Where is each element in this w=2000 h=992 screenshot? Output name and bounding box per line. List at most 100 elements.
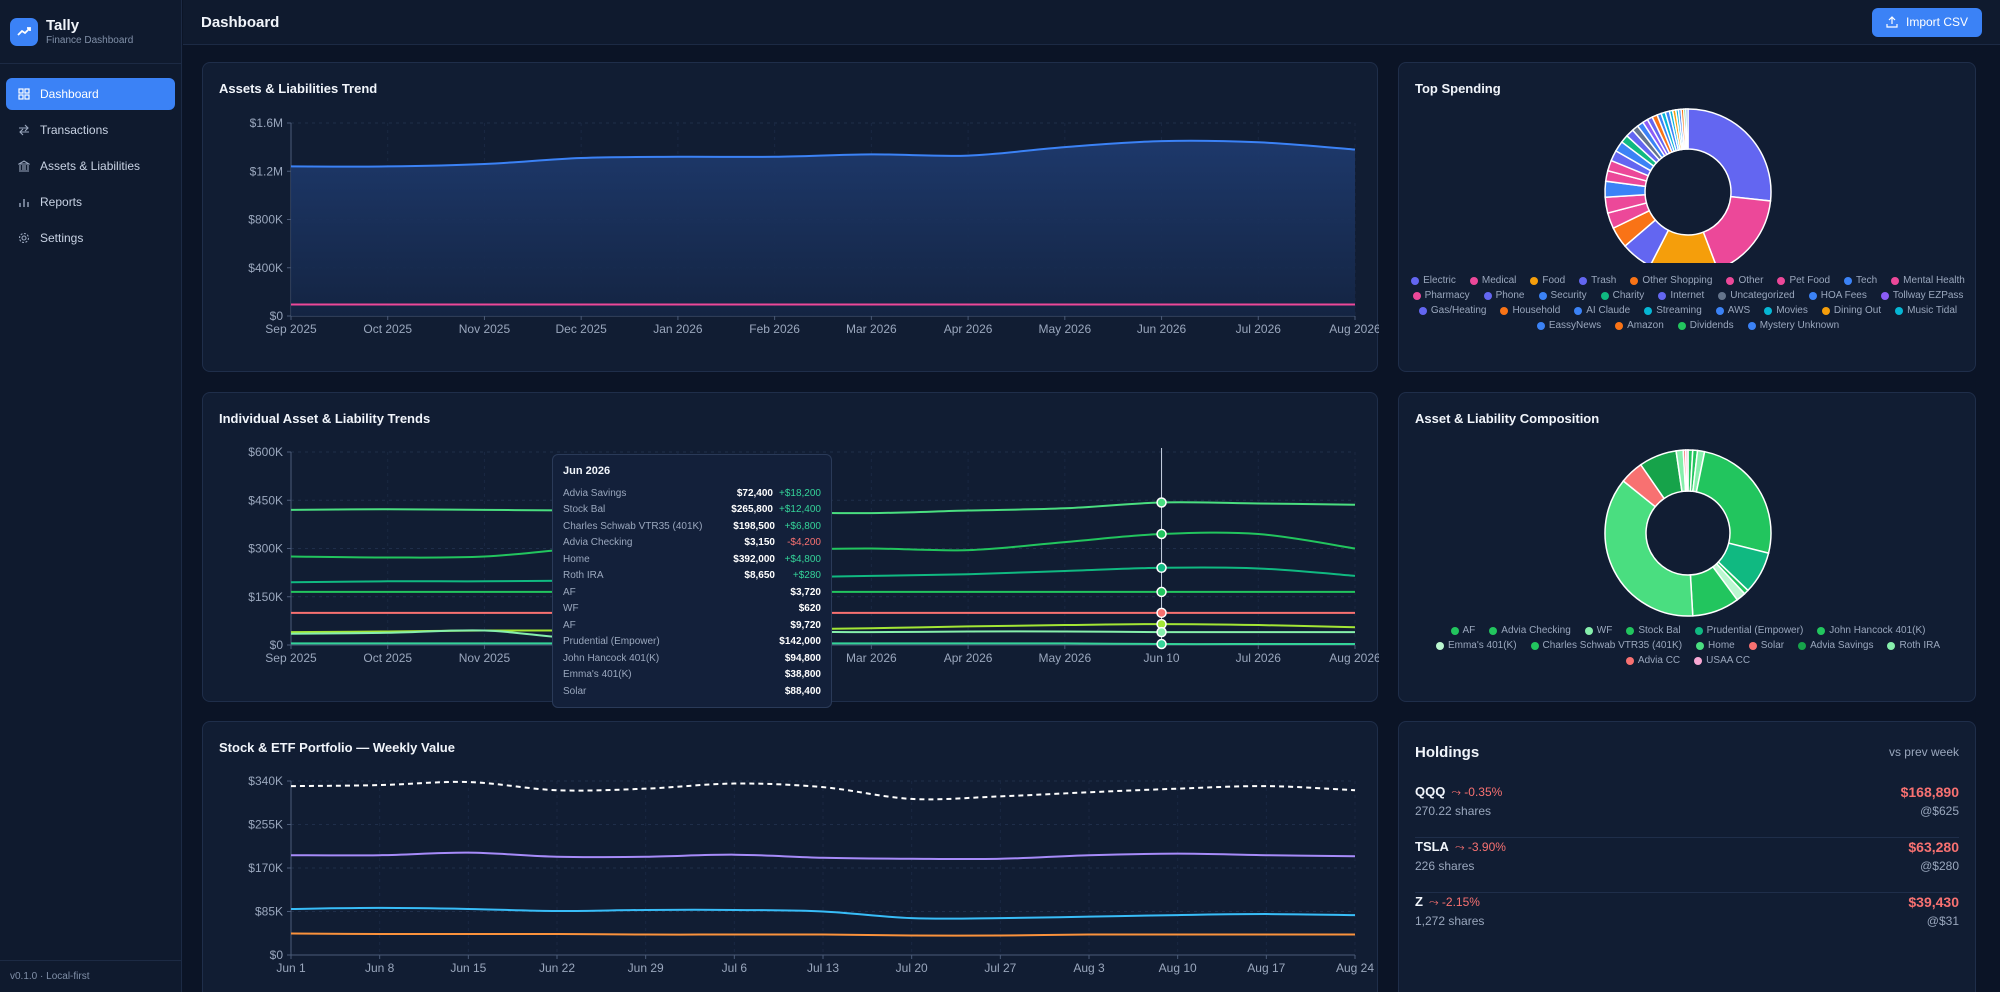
legend-item[interactable]: John Hancock 401(K)	[1817, 625, 1925, 636]
x-tick-label: Nov 2025	[459, 322, 511, 336]
legend-swatch	[1536, 321, 1545, 330]
tooltip-row: Roth IRA $8,650 +$280	[563, 568, 821, 585]
legend-item[interactable]: USAA CC	[1694, 655, 1750, 666]
legend-item[interactable]: WF	[1584, 625, 1612, 636]
y-tick-label: $0	[270, 948, 284, 962]
legend-item[interactable]: AI Claude	[1574, 305, 1630, 316]
legend-item[interactable]: Internet	[1658, 290, 1704, 301]
legend-item[interactable]: Dividends	[1677, 320, 1734, 331]
legend-item[interactable]: Charles Schwab VTR35 (401K)	[1530, 640, 1682, 651]
legend-item[interactable]: Emma's 401(K)	[1435, 640, 1517, 651]
legend-item[interactable]: Other	[1726, 275, 1763, 286]
legend-item[interactable]: Pharmacy	[1412, 290, 1470, 301]
legend-swatch	[1844, 276, 1853, 285]
spending-donut-chart[interactable]	[1399, 63, 1977, 263]
legend-label: HOA Fees	[1820, 290, 1867, 301]
sidebar-item-reports[interactable]: Reports	[6, 186, 175, 218]
legend-swatch	[1469, 276, 1478, 285]
legend-item[interactable]: Solar	[1748, 640, 1785, 651]
tooltip-row-label: Emma's 401(K)	[563, 669, 632, 681]
tooltip-row-value: $620	[798, 603, 821, 615]
tooltip-row-values: $3,720	[790, 587, 821, 598]
legend-item[interactable]: Movies	[1764, 305, 1808, 316]
x-tick-label: Jul 20	[896, 961, 928, 975]
holding-row[interactable]: TSLA ⤳ -3.90% 226 shares $63,280 @$280	[1415, 839, 1959, 893]
legend-item[interactable]: Other Shopping	[1630, 275, 1712, 286]
legend-item[interactable]: Tollway EZPass	[1880, 290, 1964, 301]
tooltip-row-value: $94,800	[784, 652, 821, 664]
legend-item[interactable]: Streaming	[1644, 305, 1702, 316]
legend-item[interactable]: Music Tidal	[1895, 305, 1957, 316]
portfolio-chart[interactable]: $0 $85K $170K $255K $340K Jun 1 Jun 8 Jun 15 Jun…	[203, 722, 1379, 992]
holding-price: @$31	[1926, 914, 1959, 928]
legend-item[interactable]: Amazon	[1615, 320, 1664, 331]
legend-swatch	[1483, 291, 1492, 300]
legend-item[interactable]: Medical	[1469, 275, 1516, 286]
x-tick-label: Dec 2025	[555, 322, 607, 336]
holding-symbol: TSLA	[1415, 839, 1449, 854]
import-csv-button[interactable]: Import CSV	[1871, 7, 1982, 37]
holding-row[interactable]: QQQ ⤳ -0.35% 270.22 shares $168,890 @$625	[1415, 784, 1959, 838]
holding-change: ⤳ -0.35%	[1451, 785, 1502, 799]
trend-logo-icon	[10, 17, 38, 46]
donut-slice	[1702, 195, 1772, 263]
legend-label: Movies	[1776, 305, 1808, 316]
legend-swatch	[1817, 626, 1826, 635]
legend-item[interactable]: Advia Checking	[1489, 625, 1571, 636]
tooltip-row: Stock Bal $265,800 +$12,400	[563, 502, 821, 519]
legend-item[interactable]: Charity	[1600, 290, 1644, 301]
legend-item[interactable]: Food	[1530, 275, 1565, 286]
donut-slice	[1695, 450, 1772, 555]
top-header: Dashboard Import CSV	[183, 0, 2000, 45]
bar-chart-icon	[16, 194, 32, 210]
legend-swatch	[1579, 276, 1588, 285]
legend-item[interactable]: Prudential (Empower)	[1694, 625, 1803, 636]
holding-symbol-line: QQQ ⤳ -0.35%	[1415, 784, 1502, 800]
legend-item[interactable]: HOA Fees	[1808, 290, 1867, 301]
legend-label: Home	[1708, 640, 1735, 651]
holding-row[interactable]: Z ⤳ -2.15% 1,272 shares $39,430 @$31	[1415, 894, 1959, 948]
legend-item[interactable]: Stock Bal	[1626, 625, 1681, 636]
sidebar-item-dashboard[interactable]: Dashboard	[6, 78, 175, 110]
legend-label: USAA CC	[1706, 655, 1751, 666]
legend-item[interactable]: Trash	[1579, 275, 1616, 286]
legend-item[interactable]: Advia CC	[1625, 655, 1680, 666]
sidebar-item-settings[interactable]: Settings	[6, 222, 175, 254]
holding-shares: 270.22 shares	[1415, 804, 1492, 818]
legend-label: Food	[1542, 275, 1566, 286]
legend-item[interactable]: Tech	[1844, 275, 1877, 286]
legend-item[interactable]: Gas/Heating	[1418, 305, 1486, 316]
legend-label: Solar	[1760, 640, 1785, 651]
sidebar-item-label: Dashboard	[40, 87, 99, 101]
trend-chart[interactable]: $0 $400K $800K $1.2M $1.6M Sep 2025 Oct 2025 No…	[203, 63, 1379, 373]
legend-label: Mystery Unknown	[1759, 320, 1840, 331]
composition-donut-chart[interactable]	[1399, 393, 1977, 627]
legend-item[interactable]: Household	[1500, 305, 1560, 316]
legend-item[interactable]: AF	[1450, 625, 1475, 636]
legend-item[interactable]: Pet Food	[1777, 275, 1830, 286]
legend-item[interactable]: Dining Out	[1821, 305, 1881, 316]
legend-item[interactable]: Advia Savings	[1798, 640, 1873, 651]
legend-item[interactable]: Mental Health	[1891, 275, 1965, 286]
tooltip-row: Advia Checking $3,150 -$4,200	[563, 535, 821, 552]
x-tick-label: Aug 10	[1159, 961, 1197, 975]
legend-swatch	[1677, 321, 1686, 330]
legend-item[interactable]: Uncategorized	[1718, 290, 1795, 301]
legend-label: Electric	[1423, 275, 1456, 286]
tooltip-row-delta: +$18,200	[779, 487, 821, 499]
x-tick-label: Aug 2026	[1329, 322, 1379, 336]
legend-label: Stock Bal	[1638, 625, 1681, 636]
legend-item[interactable]: EassyNews	[1536, 320, 1601, 331]
legend-item[interactable]: Security	[1538, 290, 1587, 301]
legend-item[interactable]: Roth IRA	[1887, 640, 1940, 651]
sidebar-item-transactions[interactable]: Transactions	[6, 114, 175, 146]
sidebar-item-assets-liabilities[interactable]: Assets & Liabilities	[6, 150, 175, 182]
composition-legend: AF Advia Checking WF Stock Bal Prudential (E…	[1411, 625, 1965, 666]
legend-item[interactable]: Mystery Unknown	[1747, 320, 1840, 331]
legend-label: Security	[1550, 290, 1587, 301]
legend-item[interactable]: AWS	[1715, 305, 1750, 316]
legend-item[interactable]: Phone	[1483, 290, 1525, 301]
legend-item[interactable]: Home	[1696, 640, 1735, 651]
legend-label: Tollway EZPass	[1892, 290, 1964, 301]
legend-item[interactable]: Electric	[1411, 275, 1456, 286]
